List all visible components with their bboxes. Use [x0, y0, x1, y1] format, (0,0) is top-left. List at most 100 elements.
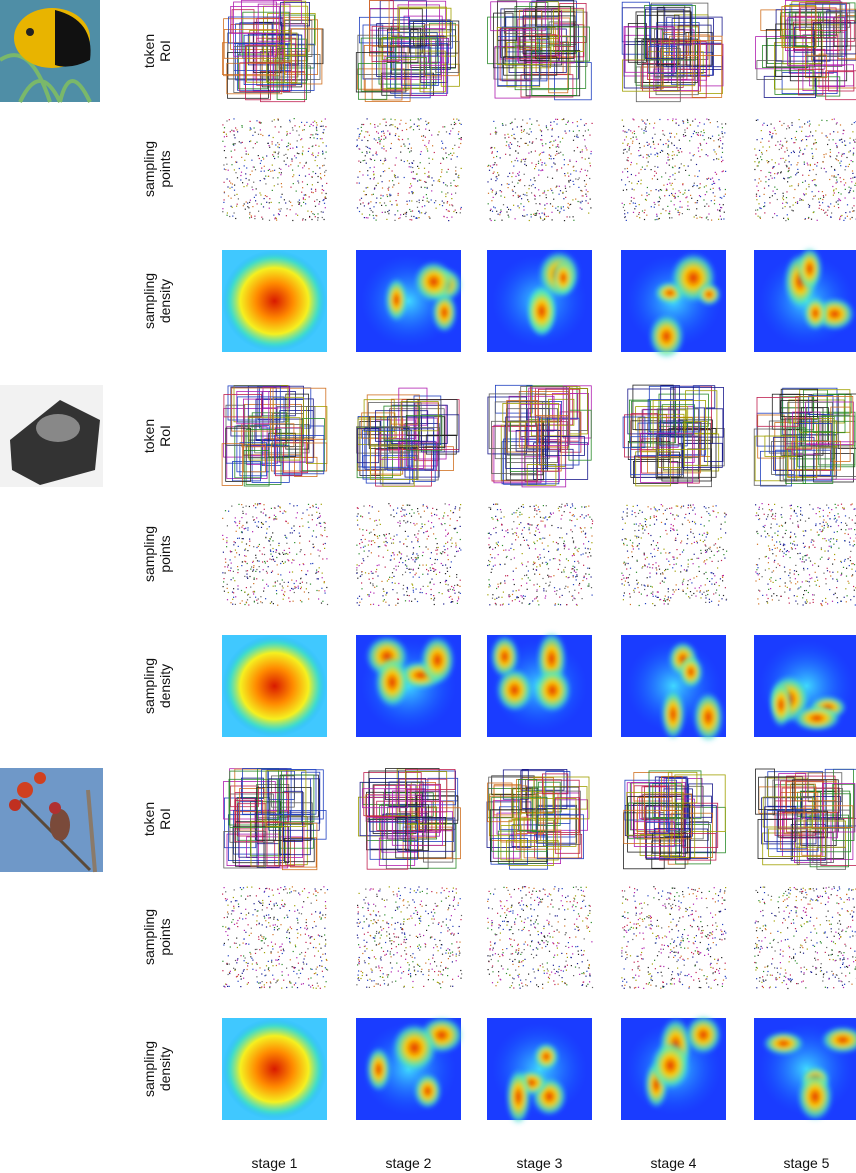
sample-point [308, 592, 310, 594]
sample-point [257, 545, 259, 547]
roi-box [383, 405, 420, 442]
roi-box [273, 435, 325, 475]
sample-point [274, 581, 276, 583]
sample-point [764, 212, 766, 214]
sample-point [307, 150, 309, 152]
sample-point [499, 212, 501, 214]
sample-point [688, 208, 690, 211]
sample-point [236, 129, 238, 131]
sample-point [496, 155, 498, 158]
sample-point [557, 527, 559, 529]
sample-point [493, 206, 495, 208]
sample-point [519, 514, 521, 516]
sample-point [772, 581, 774, 583]
sample-point [297, 201, 299, 203]
sample-point [698, 557, 700, 559]
sample-point [786, 165, 788, 167]
sample-point [551, 211, 553, 213]
sample-point [433, 533, 435, 535]
sample-point [723, 195, 725, 197]
sample-point [263, 590, 265, 592]
sample-point [722, 159, 724, 161]
sample-point [679, 206, 681, 208]
sample-point [426, 568, 428, 571]
sample-point [295, 157, 297, 159]
sample-point [397, 565, 399, 567]
sample-point [369, 214, 371, 216]
sample-point [625, 562, 627, 564]
sample-point [418, 576, 420, 578]
sample-point [849, 560, 852, 562]
sample-point [705, 185, 707, 187]
sample-point [416, 125, 418, 127]
sample-point [293, 525, 295, 527]
sample-point [279, 510, 281, 513]
sample-point [830, 547, 832, 549]
sample-point [429, 217, 431, 219]
sample-point [400, 510, 402, 512]
sample-point [686, 196, 688, 198]
sample-point [269, 198, 271, 200]
sample-point [647, 506, 649, 508]
sample-point [511, 181, 513, 183]
sample-point [259, 162, 261, 164]
roi-box [535, 6, 575, 59]
sample-point [417, 557, 419, 559]
sample-point [557, 568, 559, 570]
sample-point [240, 174, 242, 177]
sample-point [553, 198, 555, 200]
sample-point [802, 542, 804, 544]
sample-point [721, 207, 723, 209]
sample-point [769, 196, 771, 199]
sample-point [662, 573, 664, 575]
sample-point [573, 569, 575, 571]
sample-point [496, 131, 498, 133]
sample-point [495, 192, 497, 195]
sample-point [707, 593, 709, 596]
sample-point [545, 127, 548, 129]
sample-point [537, 210, 539, 212]
sample-point [756, 185, 758, 187]
sample-point [767, 162, 769, 164]
sample-point [659, 118, 661, 121]
sample-point [380, 197, 382, 199]
sample-point [711, 135, 714, 137]
sample-point [549, 147, 551, 149]
sample-point [657, 153, 659, 155]
sample-point [426, 530, 428, 532]
sample-point [642, 525, 644, 527]
sample-point [508, 603, 510, 605]
sample-point [397, 128, 399, 130]
sample-point [391, 582, 393, 584]
sample-point [454, 144, 456, 146]
sample-point [546, 519, 548, 521]
sample-point [666, 162, 668, 164]
sample-point [645, 126, 647, 128]
sample-point [563, 571, 565, 573]
sample-point [459, 538, 461, 541]
sample-point [418, 530, 420, 532]
sample-point [769, 578, 771, 580]
sample-point [510, 547, 512, 549]
sample-point [238, 554, 240, 556]
sample-point [494, 131, 496, 133]
sample-point [583, 517, 585, 519]
sample-point [257, 133, 260, 135]
sample-point [426, 505, 428, 507]
sample-point [304, 194, 307, 196]
sample-point [227, 591, 229, 594]
sample-point [362, 529, 364, 531]
roi-box [635, 451, 672, 487]
sample-point [548, 157, 550, 160]
sample-point [226, 542, 228, 544]
sample-point [505, 549, 507, 551]
sample-point [706, 533, 708, 535]
sample-point [392, 542, 395, 544]
sample-point [319, 550, 321, 552]
sample-point [580, 588, 582, 590]
sample-point [413, 522, 415, 525]
roi-box [301, 418, 325, 472]
sample-point [361, 516, 364, 518]
sample-point [490, 188, 492, 190]
sample-point [247, 183, 249, 185]
